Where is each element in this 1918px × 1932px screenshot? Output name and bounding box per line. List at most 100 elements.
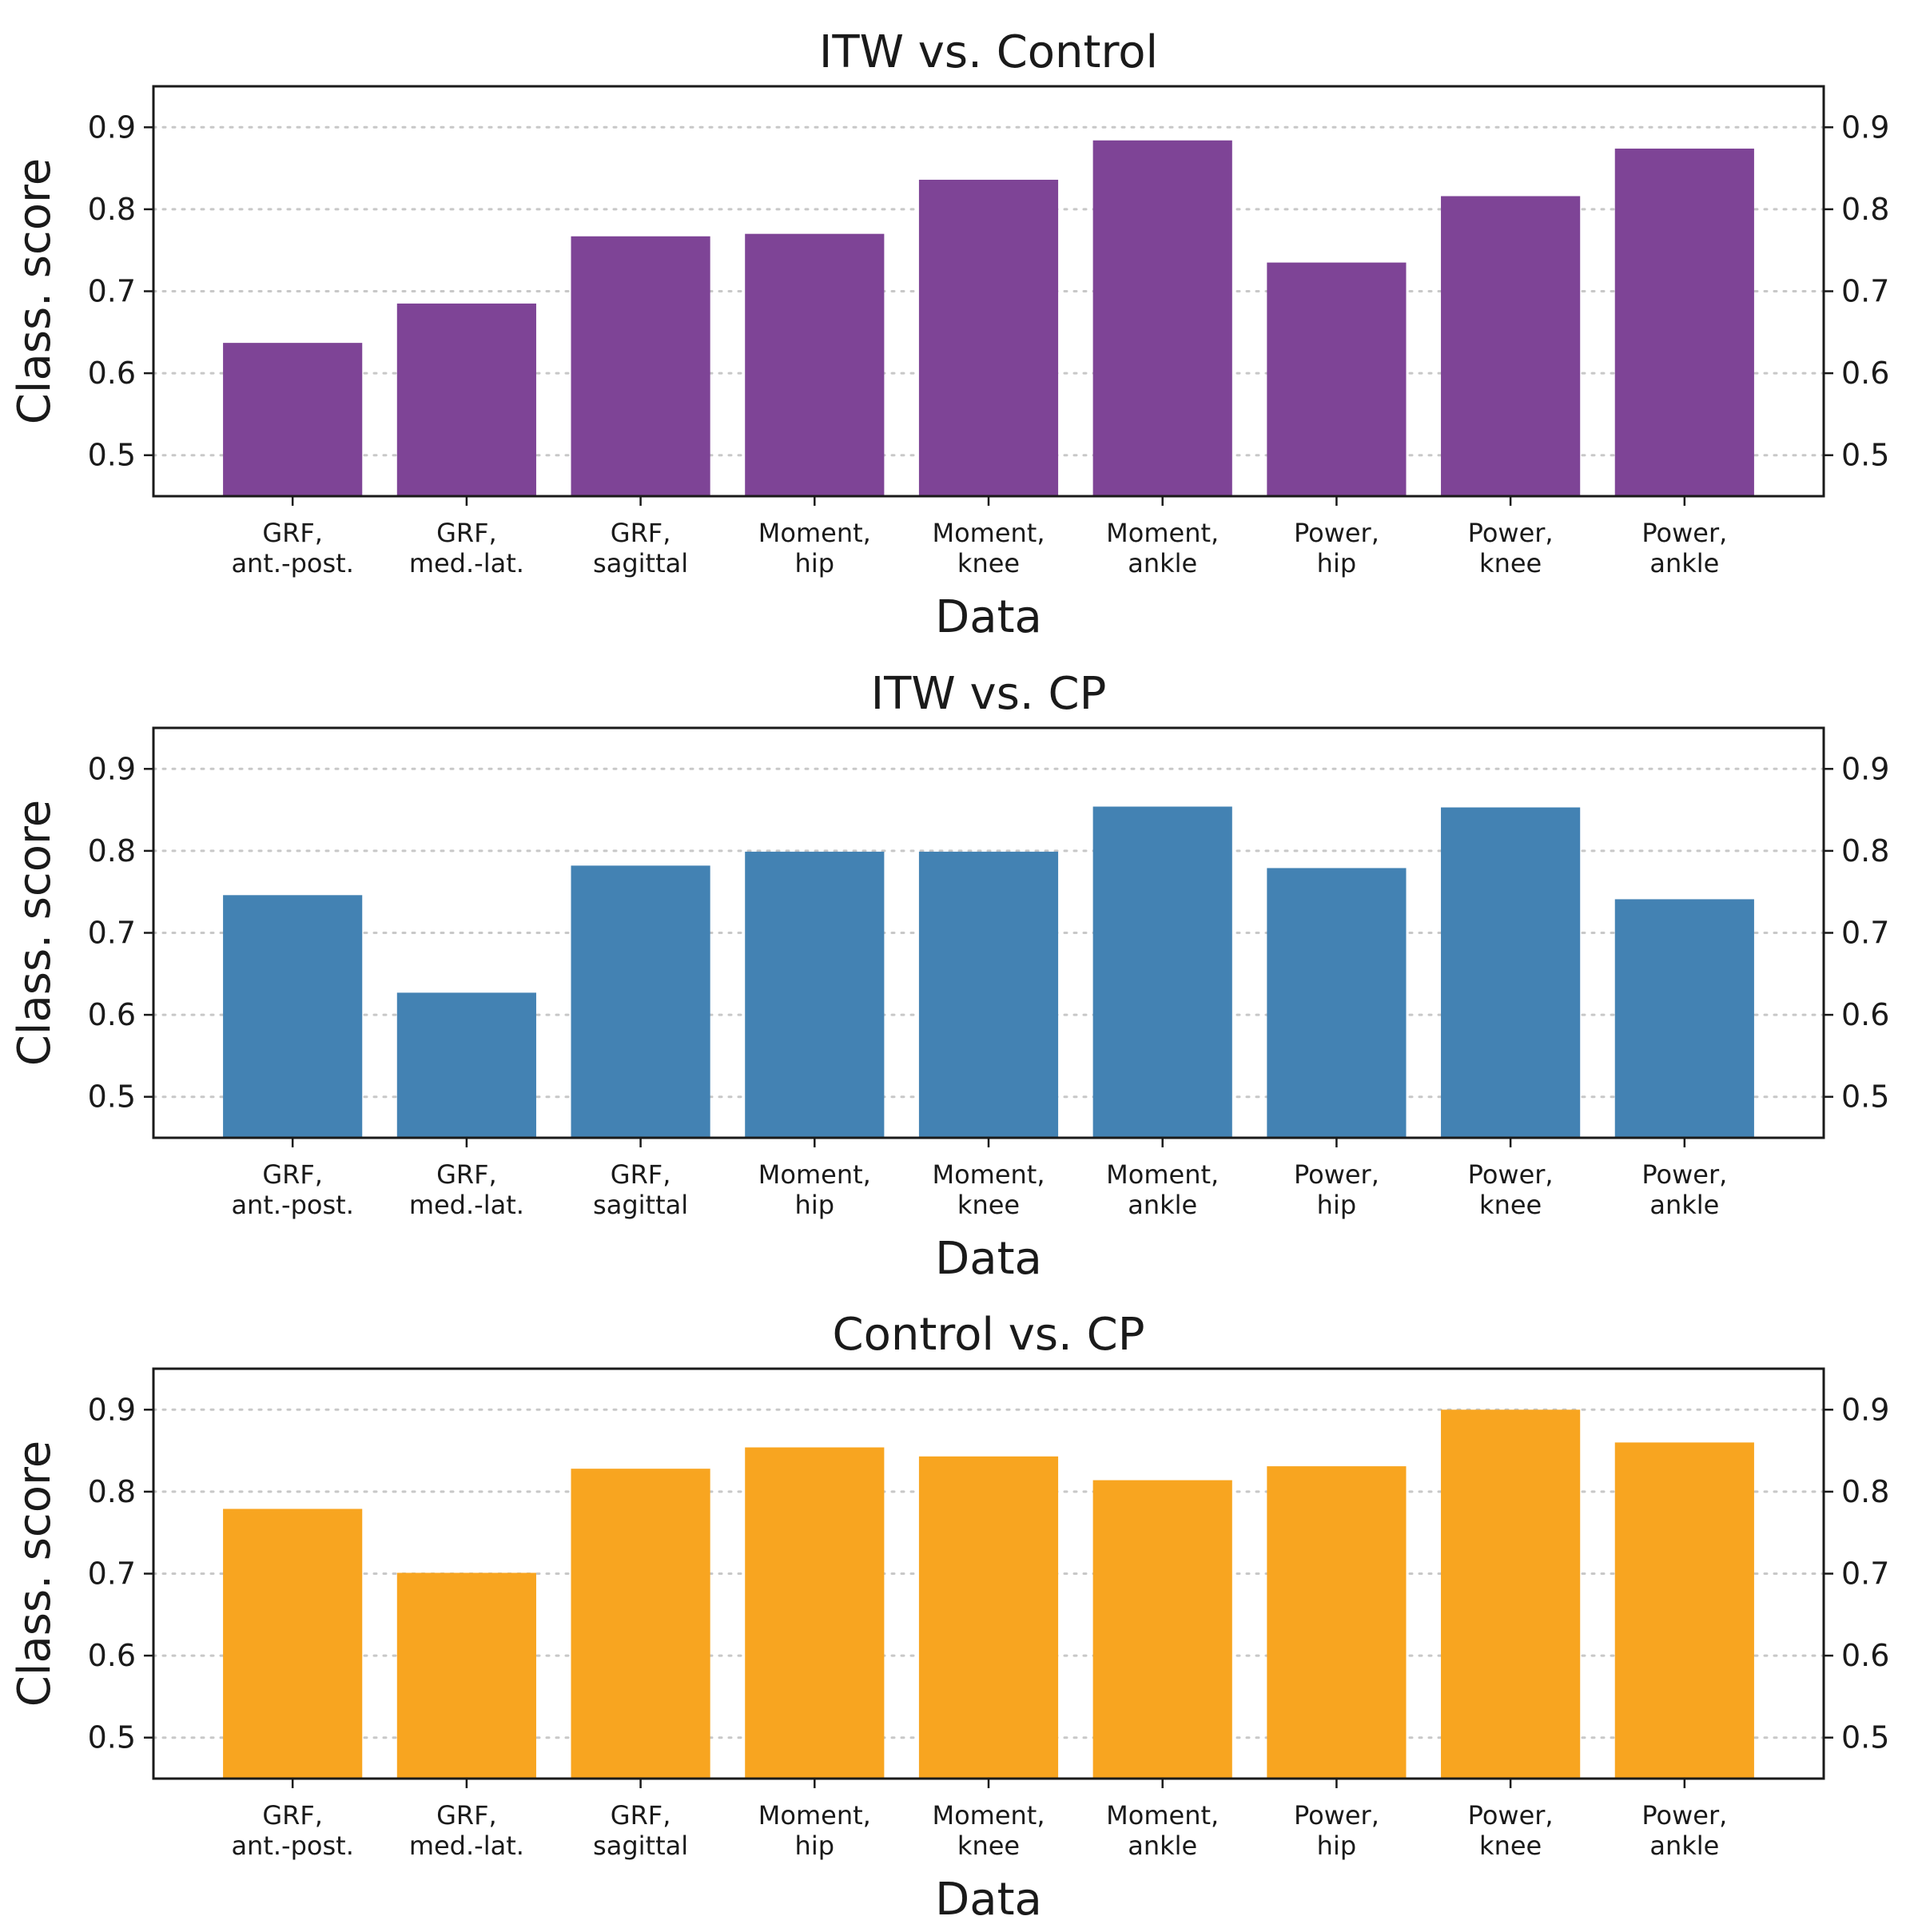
chart-title: Control vs. CP	[832, 1309, 1144, 1361]
bar-moment-ankle	[1092, 1480, 1232, 1779]
x-tick-label: ankle	[1649, 548, 1719, 578]
y-tick-label-right: 0.6	[1841, 997, 1889, 1032]
bar-moment-ankle	[1092, 140, 1232, 496]
chart-title: ITW vs. Control	[819, 26, 1158, 78]
y-tick-label-left: 0.6	[88, 997, 136, 1032]
y-tick-label-right: 0.9	[1841, 1392, 1889, 1427]
bar-power-hip	[1267, 1466, 1407, 1779]
chart-itw-vs-cp: 0.5 0.50.6 0.60.7 0.70.8 0.80.9 0.9GRF,ant.-p…	[9, 668, 1889, 1285]
y-tick-label-left: 0.5	[88, 1720, 136, 1755]
x-tick-label: Power,	[1294, 518, 1379, 548]
y-tick-label-left: 0.9	[88, 109, 136, 145]
x-tick-label: Power,	[1294, 1159, 1379, 1190]
x-tick-label: Moment,	[932, 1159, 1045, 1190]
x-tick-label: Moment,	[758, 1159, 871, 1190]
x-tick-label: Moment,	[932, 1800, 1045, 1831]
x-tick-label: med.-lat.	[409, 548, 524, 578]
bar-moment-ankle	[1092, 806, 1232, 1138]
y-tick-label-left: 0.9	[88, 1392, 136, 1427]
bar-grf-med-lat	[396, 1572, 536, 1779]
x-tick-label: GRF,	[262, 518, 323, 548]
bar-moment-knee	[918, 1456, 1059, 1779]
bar-grf-sagittal	[571, 236, 710, 496]
x-tick-label: hip	[1317, 1831, 1356, 1861]
x-tick-label: ankle	[1128, 1190, 1197, 1220]
bar-grf-med-lat	[396, 992, 536, 1138]
x-tick-label: hip	[795, 1831, 834, 1861]
x-tick-label: Moment,	[758, 518, 871, 548]
x-axis-label: Data	[935, 591, 1042, 643]
y-tick-label-left: 0.9	[88, 751, 136, 786]
y-tick-label-right: 0.6	[1841, 356, 1889, 391]
x-tick-label: hip	[795, 548, 834, 578]
x-tick-label: ankle	[1649, 1190, 1719, 1220]
x-axis-label: Data	[935, 1874, 1042, 1926]
x-tick-label: knee	[957, 1831, 1020, 1861]
y-tick-label-left: 0.5	[88, 438, 136, 473]
y-axis-label: Class. score	[9, 1441, 61, 1707]
bar-moment-hip	[745, 851, 885, 1138]
x-tick-label: GRF,	[436, 518, 497, 548]
x-tick-label: Power,	[1641, 1800, 1727, 1831]
x-tick-label: Power,	[1468, 1800, 1554, 1831]
y-tick-label-right: 0.5	[1841, 1720, 1889, 1755]
x-tick-label: knee	[1479, 548, 1542, 578]
x-tick-label: Moment,	[932, 518, 1045, 548]
bar-moment-knee	[918, 851, 1059, 1138]
y-tick-label-right: 0.8	[1841, 192, 1889, 227]
x-tick-label: Moment,	[1106, 518, 1219, 548]
y-tick-label-right: 0.5	[1841, 1079, 1889, 1115]
bar-power-knee	[1441, 807, 1581, 1138]
y-tick-label-left: 0.5	[88, 1079, 136, 1115]
x-tick-label: GRF,	[262, 1159, 323, 1190]
bar-moment-hip	[745, 1447, 885, 1779]
x-tick-label: Power,	[1641, 1159, 1727, 1190]
x-tick-label: GRF,	[611, 1159, 671, 1190]
x-tick-label: Power,	[1468, 1159, 1554, 1190]
x-tick-label: hip	[1317, 1190, 1356, 1220]
x-tick-label: Power,	[1641, 518, 1727, 548]
x-tick-label: Power,	[1294, 1800, 1379, 1831]
y-tick-label-left: 0.8	[88, 192, 136, 227]
x-tick-label: sagittal	[593, 548, 688, 578]
x-tick-label: med.-lat.	[409, 1831, 524, 1861]
bar-power-ankle	[1614, 899, 1754, 1138]
y-tick-label-left: 0.6	[88, 356, 136, 391]
x-tick-label: GRF,	[611, 518, 671, 548]
y-tick-label-left: 0.7	[88, 916, 136, 951]
x-tick-label: knee	[957, 1190, 1020, 1220]
bar-power-hip	[1267, 262, 1407, 496]
bar-power-knee	[1441, 1409, 1581, 1779]
x-tick-label: knee	[1479, 1831, 1542, 1861]
x-tick-label: ankle	[1649, 1831, 1719, 1861]
x-tick-label: Power,	[1468, 518, 1554, 548]
y-tick-label-right: 0.5	[1841, 438, 1889, 473]
x-tick-label: hip	[1317, 548, 1356, 578]
bar-power-knee	[1441, 196, 1581, 496]
y-tick-label-right: 0.6	[1841, 1638, 1889, 1673]
y-tick-label-left: 0.7	[88, 274, 136, 309]
x-tick-label: knee	[1479, 1190, 1542, 1220]
bar-power-ankle	[1614, 148, 1754, 496]
bar-power-ankle	[1614, 1442, 1754, 1779]
x-tick-label: sagittal	[593, 1190, 688, 1220]
y-axis-label: Class. score	[9, 158, 61, 424]
x-tick-label: ant.-post.	[231, 1190, 353, 1220]
x-tick-label: med.-lat.	[409, 1190, 524, 1220]
y-tick-label-right: 0.9	[1841, 751, 1889, 786]
bar-grf-ant-post	[223, 343, 363, 496]
bar-moment-knee	[918, 179, 1059, 497]
x-tick-label: ankle	[1128, 548, 1197, 578]
bar-grf-sagittal	[571, 865, 710, 1138]
y-tick-label-left: 0.7	[88, 1556, 136, 1592]
x-tick-label: Moment,	[1106, 1800, 1219, 1831]
x-tick-label: GRF,	[262, 1800, 323, 1831]
bar-grf-ant-post	[223, 1509, 363, 1779]
bar-grf-med-lat	[396, 303, 536, 496]
y-tick-label-right: 0.7	[1841, 916, 1889, 951]
chart-itw-vs-control: 0.5 0.50.6 0.60.7 0.70.8 0.80.9 0.9GRF,ant.-p…	[9, 26, 1889, 643]
chart-control-vs-cp: 0.5 0.50.6 0.60.7 0.70.8 0.80.9 0.9GRF,ant.-p…	[9, 1309, 1889, 1926]
bar-moment-hip	[745, 233, 885, 496]
y-tick-label-right: 0.7	[1841, 1556, 1889, 1592]
